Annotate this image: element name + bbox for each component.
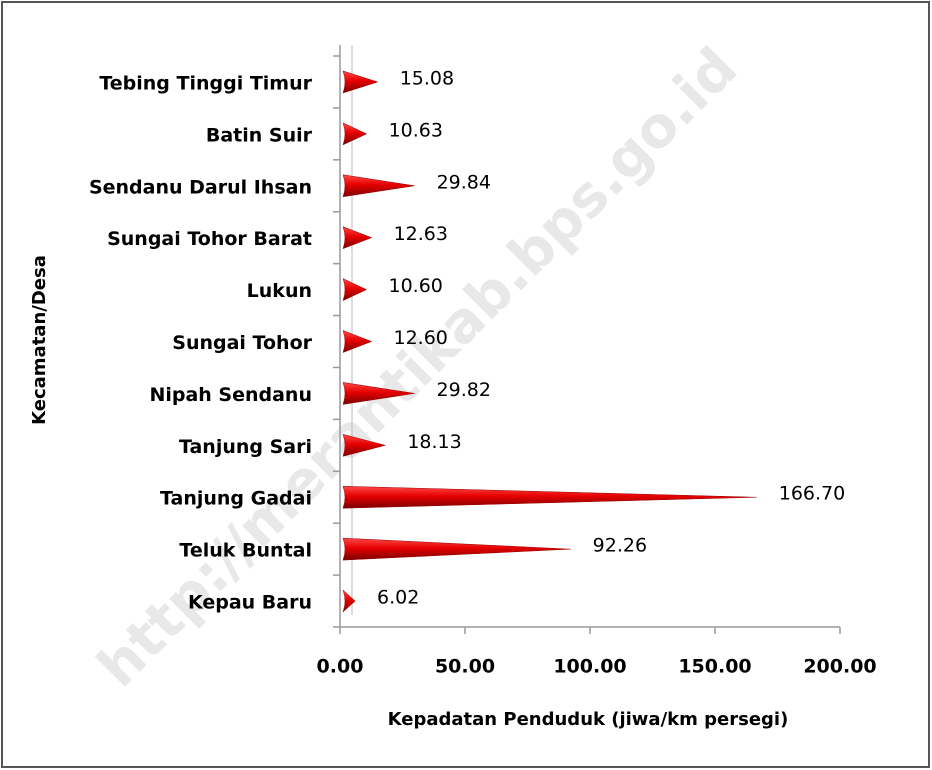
y-axis-title: Kecamatan/Desa bbox=[29, 255, 50, 425]
y-tick-label: Tebing Tinggi Timur bbox=[99, 72, 312, 94]
x-axis-title: Kepadatan Penduduk (jiwa/km persegi) bbox=[388, 709, 789, 730]
y-tick-label: Nipah Sendanu bbox=[149, 384, 312, 406]
value-label: 29.82 bbox=[437, 379, 491, 401]
value-label: 166.70 bbox=[779, 483, 845, 505]
y-tick-label: Tanjung Sari bbox=[179, 436, 312, 458]
bar bbox=[342, 382, 415, 405]
value-label: 6.02 bbox=[377, 587, 419, 609]
value-label: 10.63 bbox=[389, 119, 443, 141]
bar bbox=[342, 589, 356, 613]
bar bbox=[342, 485, 757, 509]
y-tick-label: Kepau Baru bbox=[188, 592, 312, 614]
x-tick-label: 100.00 bbox=[553, 656, 626, 678]
value-label: 10.60 bbox=[389, 275, 443, 297]
bar bbox=[342, 330, 373, 353]
y-tick-label: Teluk Buntal bbox=[179, 540, 312, 562]
bar bbox=[342, 537, 571, 561]
y-tick-label: Sungai Tohor bbox=[172, 332, 312, 354]
y-tick-label: Sungai Tohor Barat bbox=[107, 228, 312, 250]
value-label: 12.60 bbox=[394, 327, 448, 349]
x-tick-label: 50.00 bbox=[435, 656, 495, 678]
value-label: 92.26 bbox=[593, 535, 647, 557]
y-tick-label: Sendanu Darul Ihsan bbox=[89, 176, 312, 198]
y-tick-label: Tanjung Gadai bbox=[160, 488, 312, 510]
x-tick-label: 0.00 bbox=[317, 656, 364, 678]
bar bbox=[342, 122, 368, 146]
y-tick-label: Batin Suir bbox=[206, 124, 313, 146]
value-label: 29.84 bbox=[437, 171, 491, 193]
bar bbox=[342, 174, 415, 198]
bar bbox=[342, 226, 373, 250]
y-tick-label: Lukun bbox=[247, 280, 312, 302]
x-tick-label: 150.00 bbox=[678, 656, 751, 678]
value-label: 15.08 bbox=[400, 67, 454, 89]
value-label: 18.13 bbox=[407, 431, 461, 453]
bar bbox=[342, 70, 379, 94]
value-label: 12.63 bbox=[394, 223, 448, 245]
x-tick-label: 200.00 bbox=[803, 656, 876, 678]
bar bbox=[342, 278, 368, 302]
bar bbox=[342, 433, 387, 457]
